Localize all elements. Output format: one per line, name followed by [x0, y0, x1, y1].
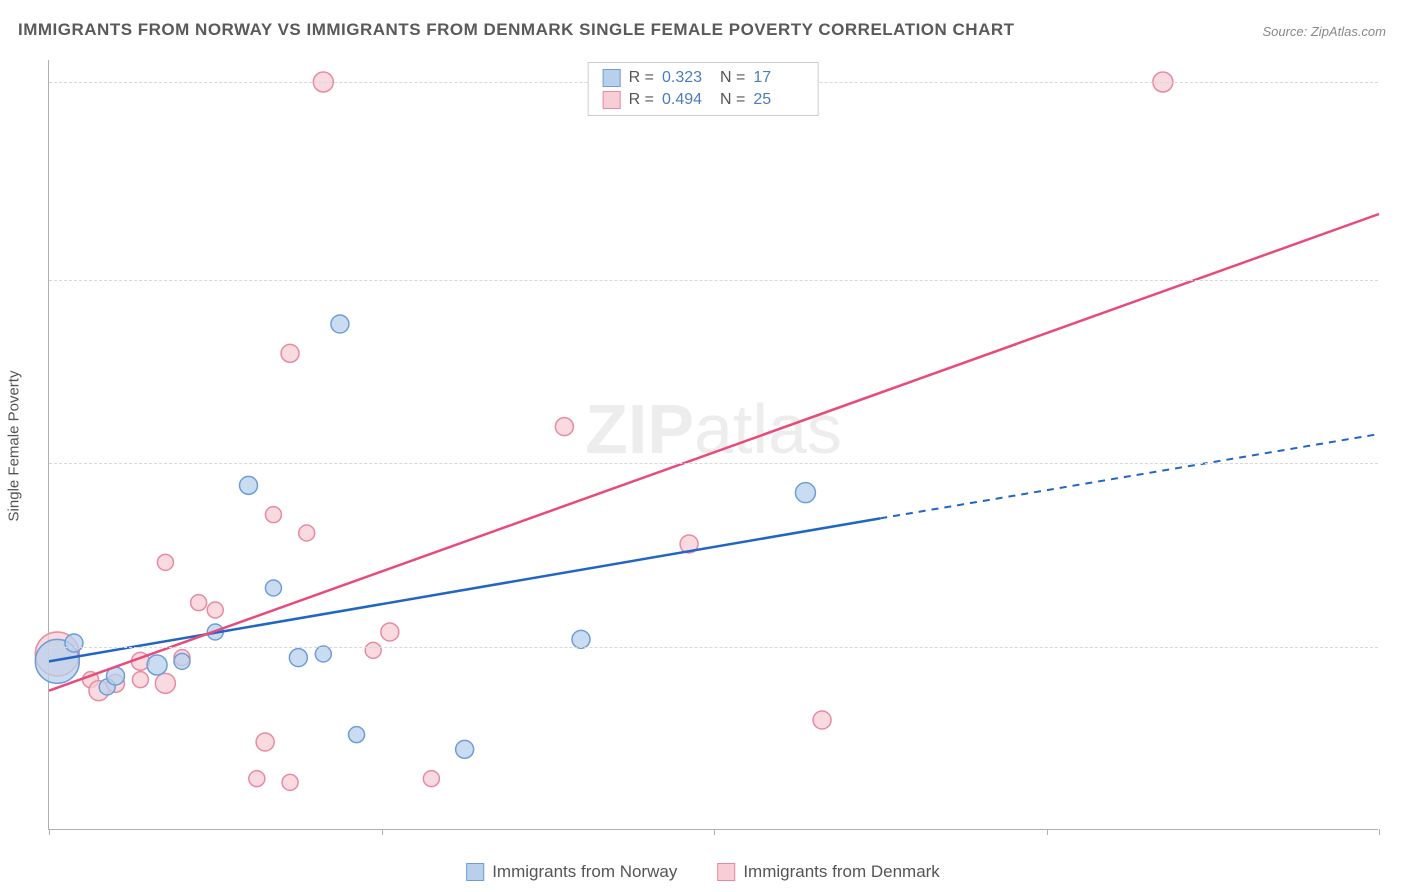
x-tick — [49, 829, 50, 835]
x-tick — [714, 829, 715, 835]
swatch-norway — [466, 863, 484, 881]
scatter-point — [315, 646, 331, 662]
plot-svg — [49, 60, 1378, 829]
x-tick — [382, 829, 383, 835]
scatter-point — [289, 649, 307, 667]
scatter-point — [265, 507, 281, 523]
source-prefix: Source: — [1262, 24, 1310, 39]
legend-label-denmark: Immigrants from Denmark — [743, 862, 939, 882]
source-attribution: Source: ZipAtlas.com — [1262, 24, 1386, 39]
legend-r-denmark: 0.494 — [662, 91, 712, 109]
scatter-point — [157, 554, 173, 570]
swatch-denmark — [717, 863, 735, 881]
legend-row-norway: R = 0.323 N = 17 — [603, 67, 804, 89]
scatter-point — [795, 483, 815, 503]
scatter-point — [249, 771, 265, 787]
scatter-point — [331, 315, 349, 333]
scatter-point — [174, 653, 190, 669]
swatch-norway — [603, 69, 621, 87]
legend-n-label: N = — [720, 91, 745, 109]
scatter-point — [265, 580, 281, 596]
scatter-point — [155, 673, 175, 693]
gridline — [49, 463, 1378, 464]
scatter-point — [299, 525, 315, 541]
scatter-point — [423, 771, 439, 787]
y-axis-title: Single Female Poverty — [6, 371, 23, 522]
scatter-point — [456, 740, 474, 758]
legend-series: Immigrants from Norway Immigrants from D… — [466, 862, 940, 882]
legend-item-norway: Immigrants from Norway — [466, 862, 677, 882]
legend-label-norway: Immigrants from Norway — [492, 862, 677, 882]
trend-line — [49, 518, 880, 661]
legend-n-label: N = — [720, 69, 745, 87]
scatter-point — [572, 630, 590, 648]
legend-r-label: R = — [629, 69, 654, 87]
scatter-point — [207, 602, 223, 618]
chart-title: IMMIGRANTS FROM NORWAY VS IMMIGRANTS FRO… — [18, 20, 1015, 40]
gridline — [49, 647, 1378, 648]
legend-r-label: R = — [629, 91, 654, 109]
scatter-point — [813, 711, 831, 729]
scatter-point — [282, 774, 298, 790]
gridline — [49, 280, 1378, 281]
legend-correlation-stats: R = 0.323 N = 17 R = 0.494 N = 25 — [588, 62, 819, 116]
scatter-point — [256, 733, 274, 751]
scatter-point — [132, 672, 148, 688]
scatter-point — [65, 634, 83, 652]
source-name: ZipAtlas.com — [1311, 24, 1386, 39]
trend-line-extrapolated — [880, 434, 1379, 518]
scatter-point — [555, 418, 573, 436]
scatter-point — [381, 623, 399, 641]
scatter-point — [147, 655, 167, 675]
scatter-point — [365, 642, 381, 658]
scatter-point — [191, 595, 207, 611]
scatter-point — [281, 344, 299, 362]
swatch-denmark — [603, 91, 621, 109]
legend-n-denmark: 25 — [753, 91, 803, 109]
legend-r-norway: 0.323 — [662, 69, 712, 87]
legend-n-norway: 17 — [753, 69, 803, 87]
correlation-chart: IMMIGRANTS FROM NORWAY VS IMMIGRANTS FRO… — [0, 0, 1406, 892]
trend-line — [49, 214, 1379, 691]
x-tick — [1379, 829, 1380, 835]
scatter-point — [240, 476, 258, 494]
legend-item-denmark: Immigrants from Denmark — [717, 862, 939, 882]
scatter-point — [349, 727, 365, 743]
x-tick — [1047, 829, 1048, 835]
legend-row-denmark: R = 0.494 N = 25 — [603, 89, 804, 111]
plot-area: ZIPatlas — [48, 60, 1378, 830]
